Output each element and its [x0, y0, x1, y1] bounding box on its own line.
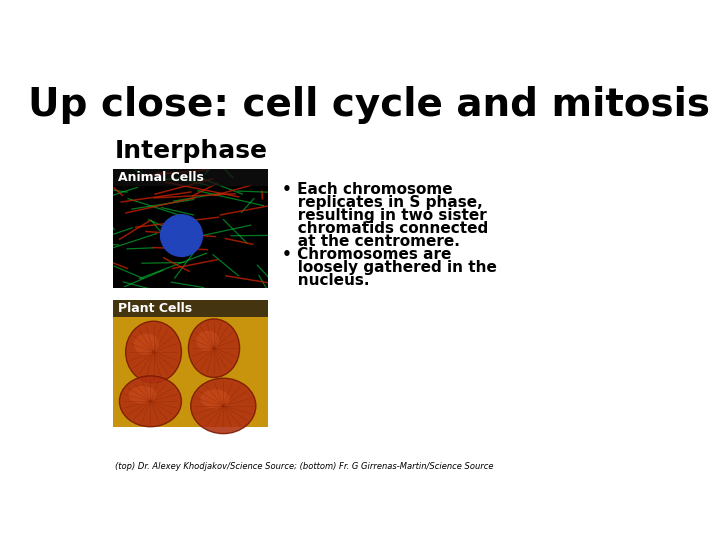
- Text: nucleus.: nucleus.: [282, 273, 369, 288]
- Text: loosely gathered in the: loosely gathered in the: [282, 260, 497, 275]
- Text: Plant Cells: Plant Cells: [118, 302, 192, 315]
- Text: • Each chromosome: • Each chromosome: [282, 182, 453, 197]
- Ellipse shape: [191, 378, 256, 434]
- Text: (top) Dr. Alexey Khodjakov/Science Source; (bottom) Fr. G Girrenas-Martin/Scienc: (top) Dr. Alexey Khodjakov/Science Sourc…: [114, 462, 493, 470]
- Text: chromatids connected: chromatids connected: [282, 221, 488, 236]
- Text: • Chromosomes are: • Chromosomes are: [282, 247, 451, 262]
- Bar: [113, 300, 269, 316]
- Ellipse shape: [196, 330, 219, 351]
- Text: resulting in two sister: resulting in two sister: [282, 208, 487, 223]
- Bar: [113, 168, 269, 288]
- Text: at the centromere.: at the centromere.: [282, 234, 460, 249]
- Circle shape: [161, 215, 202, 256]
- Ellipse shape: [120, 376, 181, 427]
- Bar: [113, 168, 269, 186]
- Ellipse shape: [189, 319, 240, 377]
- Ellipse shape: [134, 334, 159, 355]
- Bar: [113, 300, 269, 427]
- Ellipse shape: [126, 321, 181, 383]
- Text: Up close: cell cycle and mitosis: Up close: cell cycle and mitosis: [28, 86, 710, 124]
- Text: Interphase: Interphase: [114, 139, 268, 163]
- Text: replicates in S phase,: replicates in S phase,: [282, 195, 483, 210]
- Ellipse shape: [200, 389, 230, 409]
- Ellipse shape: [129, 386, 157, 404]
- Text: Animal Cells: Animal Cells: [118, 171, 204, 184]
